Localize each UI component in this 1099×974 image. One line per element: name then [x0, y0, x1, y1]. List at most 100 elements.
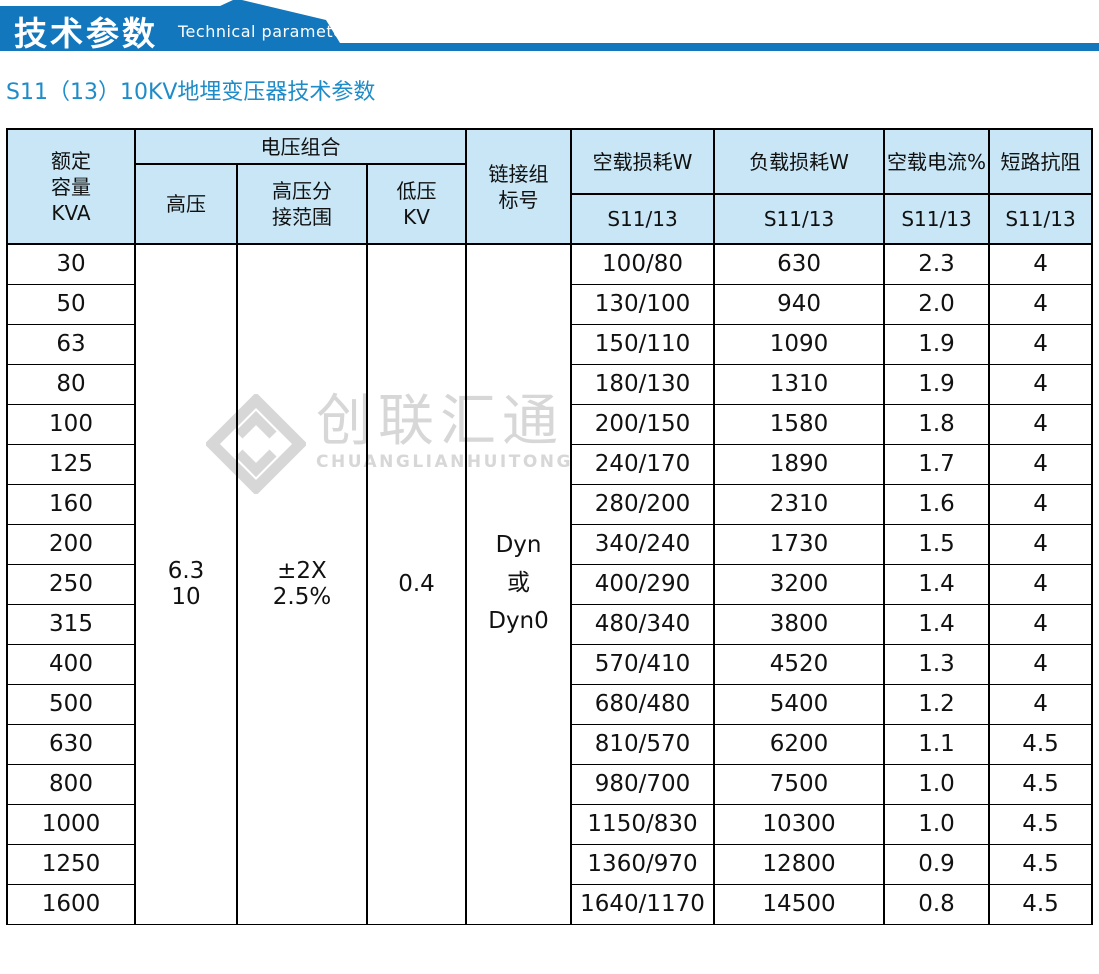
load-loss-cell: 7500 — [713, 763, 886, 805]
header-model-load-loss: S11/13 — [713, 193, 886, 245]
capacity-cell: 1250 — [6, 843, 136, 885]
no-load-current-cell: 1.9 — [883, 323, 991, 365]
header-vector-group: 链接组 标号 — [465, 128, 573, 245]
impedance-cell: 4 — [988, 563, 1094, 605]
table-row: 315 480/340 3800 1.4 4 — [6, 603, 1094, 645]
load-loss-cell: 630 — [713, 243, 886, 285]
capacity-cell: 200 — [6, 523, 136, 565]
impedance-cell: 4 — [988, 483, 1094, 525]
no-load-current-cell: 0.8 — [883, 883, 991, 925]
load-loss-cell: 3800 — [713, 603, 886, 645]
table-row: 200 340/240 1730 1.5 4 — [6, 523, 1094, 565]
no-load-current-cell: 2.3 — [883, 243, 991, 285]
header-capacity: 额定 容量 KVA — [6, 128, 136, 245]
impedance-cell: 4 — [988, 603, 1094, 645]
capacity-cell: 63 — [6, 323, 136, 365]
load-loss-cell: 1310 — [713, 363, 886, 405]
header-model-no-load-current: S11/13 — [883, 193, 991, 245]
load-loss-cell: 5400 — [713, 683, 886, 725]
header-hv: 高压 — [134, 163, 238, 245]
no-load-loss-cell: 280/200 — [570, 483, 716, 525]
capacity-cell: 800 — [6, 763, 136, 805]
header-voltage-group: 电压组合 — [133, 128, 468, 165]
capacity-cell: 125 — [6, 443, 136, 485]
no-load-current-cell: 2.0 — [883, 283, 991, 325]
no-load-loss-cell: 340/240 — [570, 523, 716, 565]
no-load-current-cell: 0.9 — [883, 843, 991, 885]
capacity-cell: 250 — [6, 563, 136, 605]
capacity-cell: 500 — [6, 683, 136, 725]
load-loss-cell: 12800 — [713, 843, 886, 885]
load-loss-cell: 4520 — [713, 643, 886, 685]
table-row: 400 570/410 4520 1.3 4 — [6, 643, 1094, 685]
table-row: 50 130/100 940 2.0 4 — [6, 283, 1094, 325]
no-load-loss-cell: 150/110 — [570, 323, 716, 365]
no-load-loss-cell: 1150/830 — [570, 803, 716, 845]
header-impedance: 短路抗阻 — [988, 128, 1094, 195]
header-no-load-current: 空载电流% — [883, 128, 991, 195]
header-lv: 低压 KV — [365, 163, 468, 245]
header-load-loss: 负载损耗W — [713, 128, 886, 195]
load-loss-cell: 6200 — [713, 723, 886, 765]
load-loss-cell: 1580 — [713, 403, 886, 445]
hv-voltage-cell: 6.3 10 — [134, 243, 238, 925]
no-load-loss-cell: 400/290 — [570, 563, 716, 605]
no-load-loss-cell: 1640/1170 — [570, 883, 716, 925]
impedance-cell: 4 — [988, 363, 1094, 405]
table-row: 63 150/110 1090 1.9 4 — [6, 323, 1094, 365]
impedance-cell: 4 — [988, 283, 1094, 325]
header-model-impedance: S11/13 — [988, 193, 1094, 245]
impedance-cell: 4 — [988, 323, 1094, 365]
no-load-current-cell: 1.2 — [883, 683, 991, 725]
impedance-cell: 4.5 — [988, 843, 1094, 885]
no-load-loss-cell: 810/570 — [570, 723, 716, 765]
no-load-current-cell: 1.6 — [883, 483, 991, 525]
load-loss-cell: 1890 — [713, 443, 886, 485]
table-row: 1000 1150/830 10300 1.0 4.5 — [6, 803, 1094, 845]
header-tap-range: 高压分 接范围 — [236, 163, 368, 245]
table-row: 100 200/150 1580 1.8 4 — [6, 403, 1094, 445]
capacity-cell: 400 — [6, 643, 136, 685]
load-loss-cell: 1730 — [713, 523, 886, 565]
no-load-loss-cell: 1360/970 — [570, 843, 716, 885]
tap-range-cell: ±2X 2.5% — [236, 243, 368, 925]
capacity-cell: 160 — [6, 483, 136, 525]
banner-title-en: Technical parameter — [178, 22, 351, 41]
no-load-loss-cell: 180/130 — [570, 363, 716, 405]
no-load-current-cell: 1.4 — [883, 603, 991, 645]
no-load-current-cell: 1.8 — [883, 403, 991, 445]
no-load-current-cell: 1.5 — [883, 523, 991, 565]
no-load-loss-cell: 480/340 — [570, 603, 716, 645]
load-loss-cell: 940 — [713, 283, 886, 325]
capacity-cell: 30 — [6, 243, 136, 285]
page-title: S11（13）10KV地埋变压器技术参数 — [6, 80, 376, 105]
no-load-loss-cell: 980/700 — [570, 763, 716, 805]
impedance-cell: 4.5 — [988, 723, 1094, 765]
banner-ribbon-shape — [0, 0, 1099, 51]
no-load-loss-cell: 680/480 — [570, 683, 716, 725]
capacity-cell: 315 — [6, 603, 136, 645]
no-load-loss-cell: 240/170 — [570, 443, 716, 485]
impedance-cell: 4.5 — [988, 883, 1094, 925]
no-load-current-cell: 1.4 — [883, 563, 991, 605]
load-loss-cell: 10300 — [713, 803, 886, 845]
table-row: 125 240/170 1890 1.7 4 — [6, 443, 1094, 485]
impedance-cell: 4 — [988, 643, 1094, 685]
no-load-current-cell: 1.0 — [883, 763, 991, 805]
capacity-cell: 1000 — [6, 803, 136, 845]
capacity-cell: 80 — [6, 363, 136, 405]
table-row: 1600 1640/1170 14500 0.8 4.5 — [6, 883, 1094, 925]
impedance-cell: 4 — [988, 523, 1094, 565]
impedance-cell: 4 — [988, 403, 1094, 445]
capacity-cell: 100 — [6, 403, 136, 445]
no-load-current-cell: 1.1 — [883, 723, 991, 765]
header-model-no-load-loss: S11/13 — [570, 193, 716, 245]
no-load-loss-cell: 130/100 — [570, 283, 716, 325]
header-banner: 技术参数 Technical parameter — [0, 0, 1099, 54]
no-load-current-cell: 1.9 — [883, 363, 991, 405]
capacity-cell: 50 — [6, 283, 136, 325]
no-load-current-cell: 1.0 — [883, 803, 991, 845]
no-load-current-cell: 1.3 — [883, 643, 991, 685]
table-row: 80 180/130 1310 1.9 4 — [6, 363, 1094, 405]
capacity-cell: 1600 — [6, 883, 136, 925]
